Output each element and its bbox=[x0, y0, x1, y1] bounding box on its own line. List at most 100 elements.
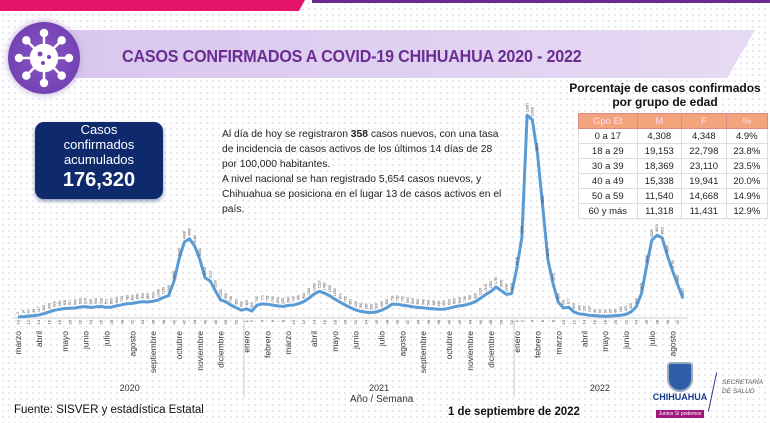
dept-name: SECRETARÍA DE SALUD bbox=[722, 378, 763, 396]
month-label: abril bbox=[579, 331, 589, 347]
data-label: 150 bbox=[582, 306, 586, 312]
week-tick-label: 50 bbox=[223, 319, 228, 324]
chihuahua-logo: CHIHUAHUA Juntos Sí podemos bbox=[650, 362, 710, 420]
data-label: 300 bbox=[572, 303, 576, 309]
data-label: 680 bbox=[286, 297, 290, 303]
data-label: 1100 bbox=[307, 288, 311, 296]
month-label: marzo bbox=[283, 331, 293, 355]
month-label: noviembre bbox=[465, 331, 475, 371]
week-tick-label: 16 bbox=[47, 319, 52, 324]
data-label: 330 bbox=[359, 302, 363, 308]
data-label: 590 bbox=[79, 298, 83, 304]
week-tick-label: 24 bbox=[363, 319, 368, 324]
age-table-title: Porcentaje de casos confirmados por grup… bbox=[560, 81, 770, 109]
dept-line: SECRETARÍA bbox=[722, 379, 764, 386]
data-label: 1513 bbox=[318, 280, 322, 288]
data-label: 650 bbox=[406, 297, 410, 303]
para-text: Al día de hoy se registraron bbox=[222, 129, 351, 140]
week-tick-label: 42 bbox=[457, 319, 462, 324]
data-label: 2312 bbox=[203, 267, 207, 275]
data-label: 700 bbox=[344, 296, 348, 302]
data-label: 2709 bbox=[671, 260, 675, 268]
week-tick-label: 8 bbox=[551, 319, 556, 322]
data-label: 2086 bbox=[172, 271, 176, 279]
month-label: marzo bbox=[553, 331, 563, 355]
month-label: agosto bbox=[668, 331, 678, 357]
month-label: diciembre bbox=[486, 331, 496, 368]
data-label: 1000 bbox=[219, 289, 223, 297]
data-label: 1050 bbox=[333, 288, 337, 296]
week-tick-label: 38 bbox=[436, 319, 441, 324]
data-label: 2878 bbox=[515, 257, 519, 265]
data-label: 771 bbox=[260, 295, 264, 301]
data-label: 2 bbox=[16, 312, 20, 314]
data-label: 800 bbox=[130, 295, 134, 301]
table-title-line: por grupo de edad bbox=[612, 95, 718, 109]
data-label: 1952 bbox=[551, 273, 555, 281]
data-label: 14 bbox=[21, 310, 25, 314]
header-pink-bar bbox=[0, 0, 305, 11]
data-label: 720 bbox=[120, 296, 124, 302]
data-label: 1316 bbox=[484, 284, 488, 292]
data-label: 61 bbox=[27, 309, 31, 313]
data-label: 60 bbox=[608, 309, 612, 313]
page-title: CASOS CONFIRMADOS A COVID-19 CHIHUAHUA 2… bbox=[122, 46, 582, 66]
week-tick-label: 30 bbox=[395, 319, 400, 324]
data-label: 530 bbox=[73, 299, 77, 305]
week-tick-label: 14 bbox=[36, 319, 41, 324]
data-label: 3600 bbox=[666, 245, 670, 253]
month-label: marzo bbox=[13, 331, 23, 355]
data-label: 1150 bbox=[162, 287, 166, 295]
week-tick-label: 2 bbox=[519, 319, 524, 322]
week-tick-label: 10 bbox=[291, 319, 296, 324]
month-label: febrero bbox=[533, 331, 543, 358]
data-label: 600 bbox=[411, 298, 415, 304]
data-label: 900 bbox=[302, 293, 306, 299]
year-label: 2020 bbox=[120, 383, 140, 393]
week-tick-label: 22 bbox=[353, 319, 358, 324]
week-tick-label: 16 bbox=[592, 319, 597, 324]
data-label: 300 bbox=[375, 303, 379, 309]
data-label: 4408 bbox=[182, 231, 186, 239]
data-label: 900 bbox=[141, 293, 145, 299]
data-label: 700 bbox=[229, 296, 233, 302]
data-label: 752 bbox=[266, 295, 270, 301]
title-banner bbox=[55, 30, 755, 78]
data-label: 2988 bbox=[645, 255, 649, 263]
week-tick-label: 46 bbox=[478, 319, 483, 324]
week-tick-label: 34 bbox=[415, 319, 420, 324]
week-tick-label: 26 bbox=[374, 319, 379, 324]
data-label: 400 bbox=[240, 301, 244, 307]
data-label: 80 bbox=[32, 309, 36, 313]
data-label: 580 bbox=[110, 298, 114, 304]
data-label: 1330 bbox=[505, 284, 509, 292]
week-tick-label: 22 bbox=[78, 319, 83, 324]
week-tick-label: 38 bbox=[161, 319, 166, 324]
week-tick-label: 22 bbox=[623, 319, 628, 324]
week-tick-label: 16 bbox=[322, 319, 327, 324]
data-label: 780 bbox=[125, 295, 129, 301]
month-label: junio bbox=[621, 331, 631, 350]
data-label: 180 bbox=[577, 305, 581, 311]
data-label: 550 bbox=[349, 299, 353, 305]
data-label: 60 bbox=[598, 309, 602, 313]
month-label: abril bbox=[309, 331, 319, 347]
data-label: 480 bbox=[432, 300, 436, 306]
data-label: 11608 bbox=[531, 107, 535, 117]
month-label: junio bbox=[351, 331, 361, 350]
week-tick-label: 6 bbox=[540, 319, 545, 322]
table-cell: 12.9% bbox=[725, 203, 769, 219]
para-national: A nivel nacional se han registrado 5,654… bbox=[222, 174, 502, 215]
month-label: julio bbox=[647, 331, 657, 347]
cases-line bbox=[17, 113, 685, 319]
data-label: 761 bbox=[390, 295, 394, 301]
week-tick-label: 30 bbox=[119, 319, 124, 324]
data-label: 870 bbox=[338, 293, 342, 299]
week-tick-label: 4 bbox=[530, 319, 535, 322]
month-label: enero bbox=[242, 331, 252, 353]
data-label: 4600 bbox=[188, 228, 192, 236]
week-tick-label: 44 bbox=[192, 319, 197, 324]
data-label: 3400 bbox=[198, 248, 202, 256]
data-label: 4698 bbox=[520, 226, 524, 234]
